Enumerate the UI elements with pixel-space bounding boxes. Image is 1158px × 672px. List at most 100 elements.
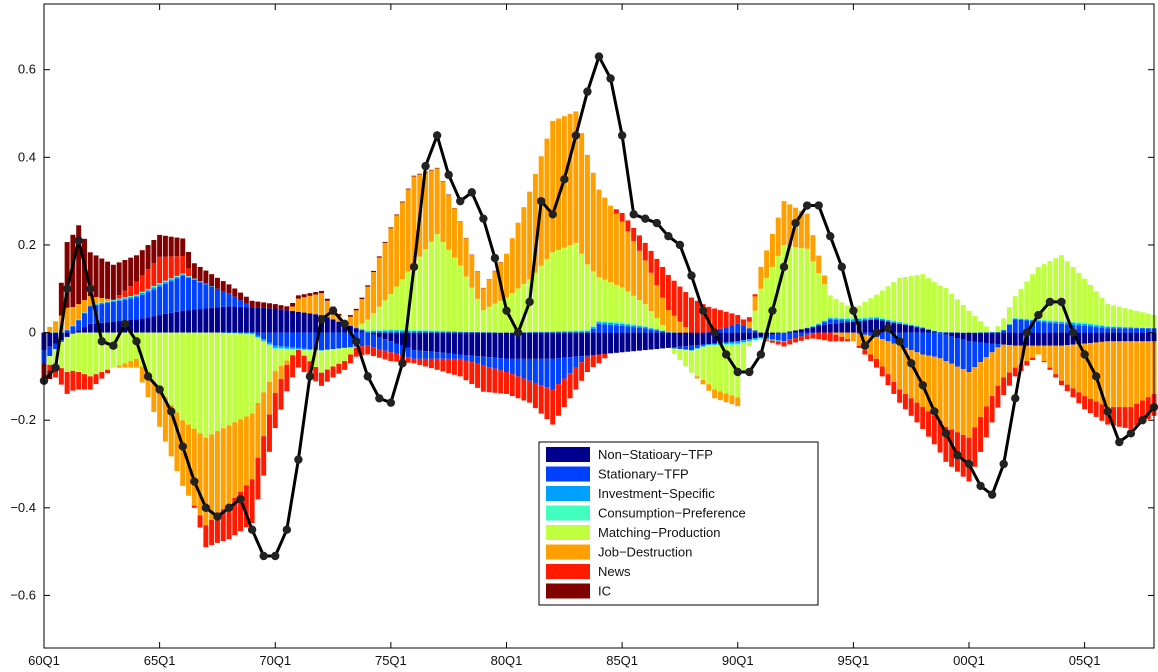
bar-segment-2: [1082, 323, 1088, 326]
bar-segment-7: [209, 274, 215, 287]
legend-label: Investment−Specific: [598, 486, 715, 501]
bar-segment-5: [764, 250, 770, 278]
line-marker: [687, 271, 696, 280]
bar-segment-2: [544, 331, 550, 333]
bar-segment-5: [266, 381, 272, 415]
bar-segment-3: [168, 278, 174, 280]
bar-segment-0: [446, 332, 452, 354]
line-marker: [652, 218, 662, 228]
bar-segment-1: [983, 342, 989, 358]
bar-segment-5: [162, 397, 168, 442]
bar-segment-5: [527, 191, 533, 280]
bar-segment-3: [238, 333, 244, 334]
bar-segment-4: [677, 349, 683, 360]
bar-segment-5: [926, 355, 932, 412]
bar-segment-4: [232, 333, 238, 423]
bar-segment-4: [272, 349, 278, 372]
bar-segment-0: [504, 332, 509, 359]
bar-segment-1: [619, 326, 625, 333]
bar-segment-6: [856, 345, 862, 348]
bar-segment-7: [151, 239, 157, 263]
bar-segment-1: [226, 293, 232, 307]
bar-segment-1: [434, 352, 440, 359]
bar-segment-0: [1059, 332, 1064, 346]
bar-segment-5: [920, 354, 926, 408]
bar-segment-0: [249, 307, 255, 333]
line-marker: [86, 284, 95, 293]
bar-segment-1: [839, 320, 845, 323]
bar-segment-4: [457, 265, 463, 332]
bar-segment-7: [394, 214, 400, 216]
bar-segment-0: [1087, 332, 1093, 343]
bar-segment-6: [1122, 407, 1128, 428]
bar-segment-0: [220, 306, 226, 333]
bar-segment-5: [1122, 341, 1128, 408]
bar-segment-0: [290, 310, 296, 333]
line-marker: [849, 306, 858, 315]
bar-segment-2: [255, 335, 261, 338]
bar-segment-3: [382, 329, 388, 331]
bar-segment-0: [1018, 332, 1024, 346]
bar-segment-2: [926, 329, 932, 330]
bar-segment-4: [70, 333, 76, 371]
line-marker: [1115, 437, 1124, 447]
bar-segment-0: [550, 332, 556, 359]
bar-segment-5: [475, 271, 481, 299]
bar-segment-0: [677, 332, 683, 347]
bar-segment-1: [735, 323, 741, 333]
bar-segment-4: [324, 349, 330, 370]
bar-segment-1: [527, 358, 533, 381]
bar-segment-2: [284, 346, 290, 349]
bar-segment-5: [399, 202, 405, 280]
bar-segment-6: [440, 358, 446, 372]
bar-segment-2: [550, 331, 556, 333]
bar-segment-6: [255, 457, 261, 500]
bar-segment-0: [417, 332, 423, 351]
bar-segment-4: [1087, 285, 1093, 324]
bar-segment-3: [249, 333, 255, 335]
bar-segment-3: [856, 317, 862, 319]
bar-segment-1: [781, 332, 787, 342]
bar-segment-5: [359, 299, 365, 324]
bar-segment-5: [157, 389, 163, 427]
bar-segment-4: [804, 248, 810, 328]
bar-segment-3: [914, 325, 920, 327]
line-marker: [1080, 350, 1089, 359]
bar-segment-6: [793, 338, 799, 343]
bar-segment-1: [660, 331, 666, 333]
bar-segment-0: [87, 323, 93, 333]
bar-segment-6: [515, 376, 521, 399]
bar-segment-6: [347, 354, 353, 364]
bar-segment-2: [1116, 327, 1122, 329]
bar-segment-5: [220, 428, 226, 510]
bar-segment-2: [232, 332, 238, 334]
bar-segment-0: [642, 332, 648, 351]
line-marker: [386, 398, 396, 407]
bar-segment-6: [862, 350, 868, 355]
bar-segment-0: [139, 318, 145, 333]
bar-segment-4: [966, 310, 972, 333]
bar-segment-3: [613, 322, 619, 324]
bar-segment-6: [741, 319, 747, 326]
bar-segment-3: [394, 329, 400, 331]
bar-segment-1: [1012, 319, 1018, 333]
bar-segment-1: [515, 358, 521, 377]
bar-segment-0: [353, 328, 359, 333]
bar-segment-2: [1012, 318, 1018, 320]
bar-segment-1: [943, 334, 949, 362]
bar-segment-4: [58, 341, 64, 369]
bar-segment-1: [509, 358, 515, 375]
bar-segment-5: [261, 392, 267, 437]
bar-segment-0: [394, 332, 400, 344]
bar-segment-6: [157, 256, 163, 284]
bar-segment-5: [284, 360, 290, 365]
bar-segment-1: [700, 344, 706, 346]
bar-segment-5: [463, 238, 469, 277]
bar-segment-2: [1105, 326, 1111, 329]
bar-segment-1: [1076, 325, 1082, 333]
bar-segment-1: [1024, 320, 1030, 333]
bar-segment-5: [1105, 341, 1111, 408]
line-marker: [317, 315, 326, 324]
bar-segment-4: [191, 332, 197, 429]
bar-segment-0: [1035, 332, 1041, 346]
